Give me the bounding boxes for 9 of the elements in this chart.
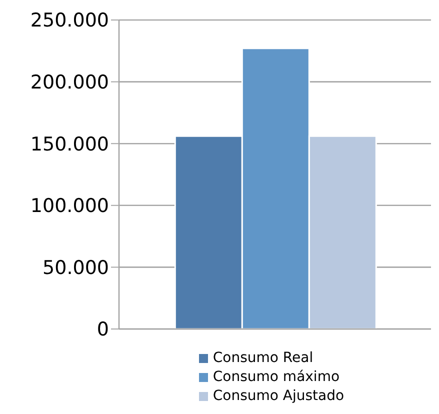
legend-label: Consumo máximo [212, 368, 340, 387]
y-tick-label: 0 [96, 318, 109, 341]
legend-label: Consumo Real [212, 349, 314, 368]
y-tick-label: 200.000 [30, 72, 109, 94]
y-tick-label: 250.000 [30, 10, 109, 32]
y-tick-label: 150.000 [30, 133, 109, 156]
y-tick-label: 100.000 [30, 195, 109, 218]
y-tick-label: 50.000 [42, 256, 109, 279]
legend-label: Consumo Ajustado [212, 387, 344, 406]
